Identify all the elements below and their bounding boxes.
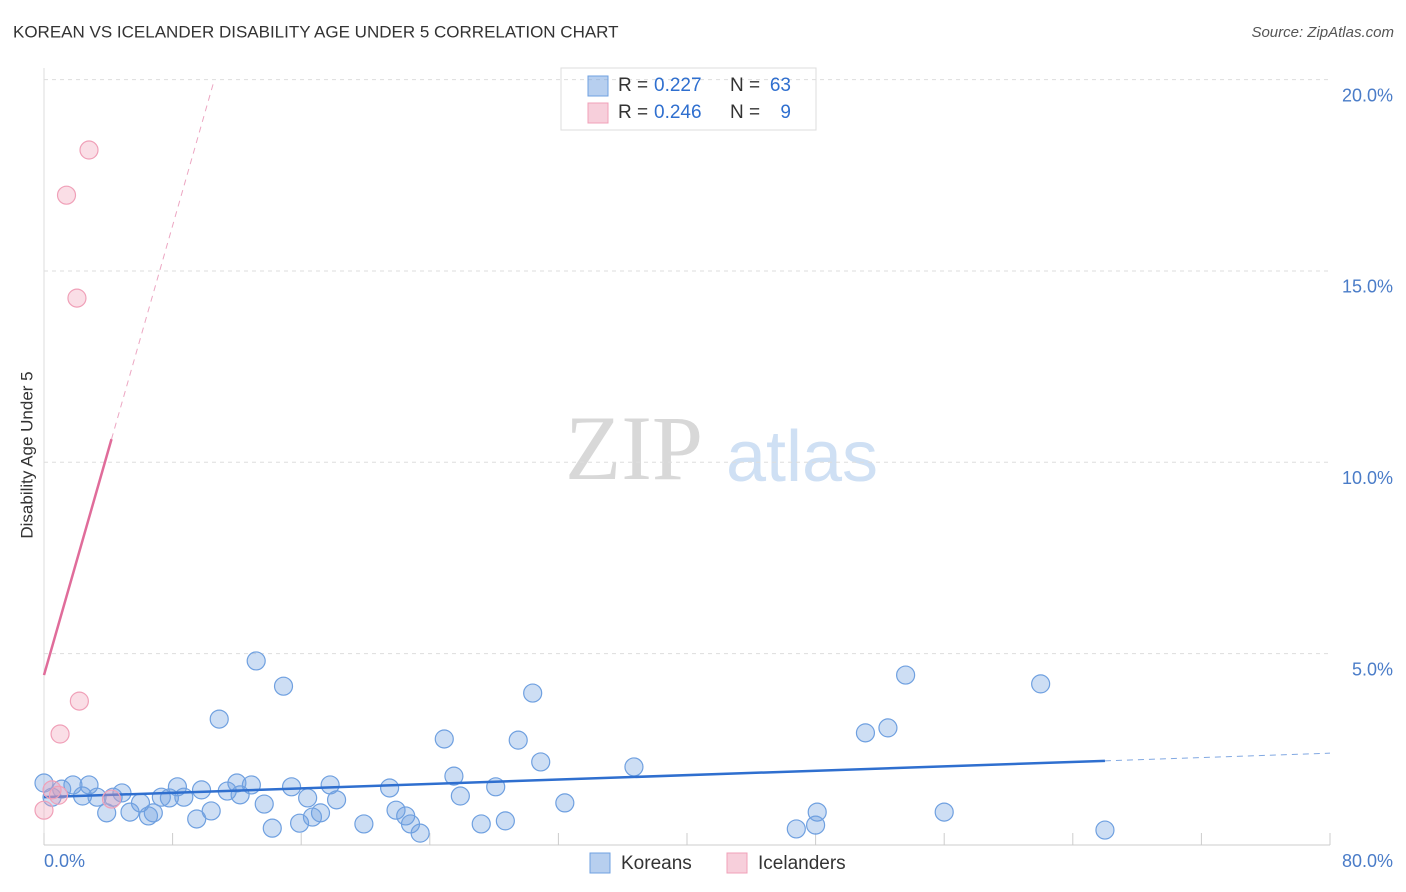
point (48, 785, 69, 805)
legend-r-label: R = (618, 102, 648, 123)
chart-title: KOREAN VS ICELANDER DISABILITY AGE UNDER… (13, 22, 619, 41)
legend-r-value: 0.246 (654, 102, 702, 123)
point (410, 823, 430, 843)
legend-r-value: 0.227 (654, 75, 702, 96)
legend-r-label: R = (618, 75, 648, 96)
y-tick-label: 5.0% (1352, 659, 1393, 679)
point (69, 691, 89, 711)
point (934, 802, 954, 822)
legend-swatch (589, 852, 611, 874)
x-tick-label: 0.0% (44, 851, 85, 871)
point (79, 140, 99, 160)
point (67, 288, 87, 308)
y-tick-label: 10.0% (1342, 468, 1393, 488)
point (508, 730, 528, 750)
point (273, 676, 294, 696)
point (101, 789, 122, 809)
point (209, 709, 229, 729)
legend-n-label: N = (730, 102, 760, 123)
watermark: atlas (726, 417, 878, 497)
point (380, 778, 400, 798)
point (878, 718, 898, 738)
point (174, 787, 194, 807)
point (281, 777, 302, 797)
point (471, 814, 491, 834)
point (254, 794, 274, 814)
point (34, 800, 54, 820)
point (450, 786, 470, 806)
trend-line (42, 438, 113, 676)
point (624, 757, 644, 777)
legend-n-value: 9 (780, 102, 791, 123)
point (444, 766, 464, 786)
point (262, 818, 282, 838)
legend-label: Icelanders (758, 853, 846, 874)
y-tick-label: 20.0% (1342, 85, 1393, 105)
point (310, 803, 331, 823)
legend-n-label: N = (730, 75, 760, 96)
point (187, 809, 207, 829)
point (63, 775, 83, 795)
point (531, 752, 551, 772)
point (191, 780, 212, 800)
point (50, 724, 70, 744)
y-tick-label: 15.0% (1342, 277, 1393, 297)
point (354, 814, 374, 834)
point (246, 651, 266, 671)
legend-swatch (587, 75, 609, 97)
trend-line-extension (111, 79, 215, 440)
point (298, 788, 318, 808)
point (555, 793, 575, 813)
source: Source: ZipAtlas.com (1251, 24, 1394, 41)
legend-n-value: 63 (770, 75, 791, 96)
point (896, 665, 916, 685)
point (523, 683, 543, 703)
trend-line-extension (1104, 752, 1331, 762)
point (434, 729, 454, 749)
point (227, 773, 247, 793)
point (1095, 820, 1115, 840)
legend-label: Koreans (621, 853, 692, 874)
point (807, 802, 827, 822)
point (1031, 674, 1051, 694)
point (143, 803, 163, 823)
point (56, 185, 77, 205)
point (42, 780, 62, 800)
legend-swatch (726, 852, 748, 874)
legend-swatch (587, 102, 609, 124)
point (326, 790, 347, 810)
point (855, 723, 876, 743)
trend-line (43, 759, 1105, 799)
point (786, 819, 806, 839)
y-axis-label: Disability Age Under 5 (17, 371, 36, 538)
point (386, 800, 406, 820)
point (201, 801, 221, 821)
point (87, 787, 107, 807)
x-tick-label: 80.0% (1342, 851, 1393, 871)
watermark: ZIP (565, 397, 703, 499)
point (495, 811, 515, 831)
